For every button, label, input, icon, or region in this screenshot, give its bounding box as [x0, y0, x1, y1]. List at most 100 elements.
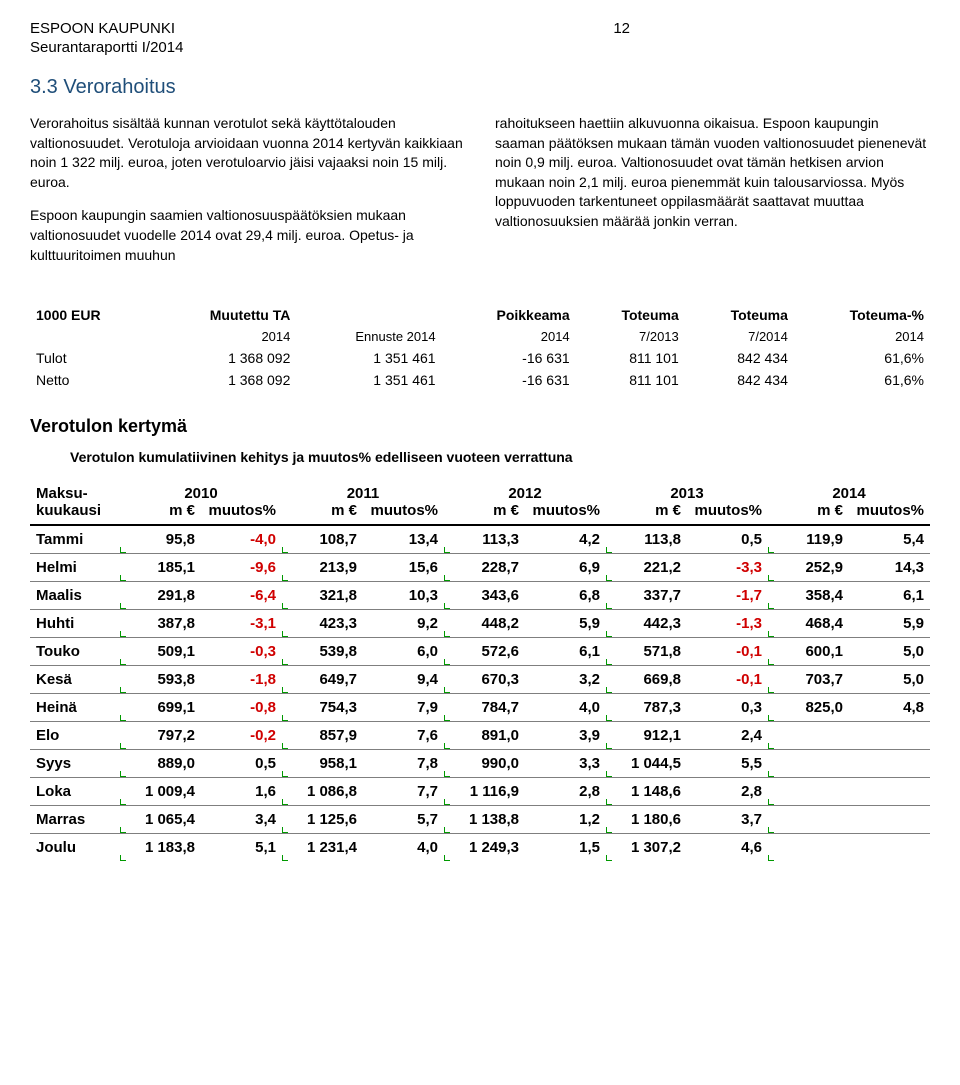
table-cell: 61,6% — [794, 347, 930, 369]
value-cell: 572,6 — [444, 638, 525, 666]
pct-cell: -3,1 — [201, 610, 282, 638]
value-cell — [768, 722, 849, 750]
month-label: Marras — [30, 806, 120, 834]
pct-cell: 3,9 — [525, 722, 606, 750]
table-subheader: 7/2014 — [685, 326, 794, 347]
value-cell — [768, 750, 849, 778]
table-cell: 1 351 461 — [296, 369, 441, 391]
pct-cell: 2,8 — [687, 778, 768, 806]
value-cell: 1 065,4 — [120, 806, 201, 834]
value-cell: 423,3 — [282, 610, 363, 638]
pct-cell — [849, 750, 930, 778]
month-label: Maalis — [30, 582, 120, 610]
month-label: Helmi — [30, 554, 120, 582]
left-column: Verorahoitus sisältää kunnan verotulot s… — [30, 114, 465, 279]
value-cell: 343,6 — [444, 582, 525, 610]
pct-cell: -0,2 — [201, 722, 282, 750]
table-subheader: m € — [768, 502, 849, 525]
body-paragraph: Espoon kaupungin saamien valtionosuuspää… — [30, 206, 465, 265]
value-cell: 113,3 — [444, 525, 525, 554]
value-cell — [768, 834, 849, 862]
month-label: Kesä — [30, 666, 120, 694]
body-paragraph: Verorahoitus sisältää kunnan verotulot s… — [30, 114, 465, 192]
value-cell: 108,7 — [282, 525, 363, 554]
page-number: 12 — [613, 20, 630, 37]
table-cell: 811 101 — [576, 369, 685, 391]
pct-cell: 0,3 — [687, 694, 768, 722]
table-subheader: m € — [120, 502, 201, 525]
pct-cell: -0,8 — [201, 694, 282, 722]
pct-cell: 4,2 — [525, 525, 606, 554]
month-label: Elo — [30, 722, 120, 750]
value-cell: 448,2 — [444, 610, 525, 638]
table-cell: 61,6% — [794, 369, 930, 391]
value-cell: 291,8 — [120, 582, 201, 610]
table-cell: 1 368 092 — [151, 369, 297, 391]
value-cell: 649,7 — [282, 666, 363, 694]
value-cell: 337,7 — [606, 582, 687, 610]
table-header — [296, 304, 441, 326]
value-cell: 1 044,5 — [606, 750, 687, 778]
pct-cell: 0,5 — [687, 525, 768, 554]
value-cell: 468,4 — [768, 610, 849, 638]
table-subheader: 2014 — [442, 326, 576, 347]
pct-cell: -0,1 — [687, 638, 768, 666]
pct-cell: -6,4 — [201, 582, 282, 610]
table-row-label: Netto — [30, 369, 151, 391]
pct-cell — [849, 778, 930, 806]
table-header: Poikkeama — [442, 304, 576, 326]
value-cell: 442,3 — [606, 610, 687, 638]
table-subheader: muutos% — [363, 502, 444, 525]
pct-cell: 6,0 — [363, 638, 444, 666]
table-subheader: m € — [444, 502, 525, 525]
pct-cell — [849, 722, 930, 750]
month-label: Joulu — [30, 834, 120, 862]
pct-cell — [849, 834, 930, 862]
table-header: Toteuma — [576, 304, 685, 326]
month-label: Syys — [30, 750, 120, 778]
value-cell: 1 231,4 — [282, 834, 363, 862]
year-header: 2014 — [768, 480, 930, 502]
pct-cell: 7,8 — [363, 750, 444, 778]
pct-cell: -3,3 — [687, 554, 768, 582]
pct-cell: 6,8 — [525, 582, 606, 610]
table-header: Maksu- — [30, 480, 120, 502]
value-cell: 703,7 — [768, 666, 849, 694]
pct-cell: 0,5 — [201, 750, 282, 778]
body-paragraph: rahoitukseen haettiin alkuvuonna oikaisu… — [495, 114, 930, 232]
pct-cell: -1,7 — [687, 582, 768, 610]
body-columns: Verorahoitus sisältää kunnan verotulot s… — [30, 114, 930, 279]
table-header: kuukausi — [30, 502, 120, 525]
table-subheader: muutos% — [201, 502, 282, 525]
month-label: Touko — [30, 638, 120, 666]
table-cell: -16 631 — [442, 347, 576, 369]
value-cell: 185,1 — [120, 554, 201, 582]
pct-cell: 6,1 — [849, 582, 930, 610]
month-label: Heinä — [30, 694, 120, 722]
pct-cell: 5,5 — [687, 750, 768, 778]
value-cell: 600,1 — [768, 638, 849, 666]
pct-cell: 1,5 — [525, 834, 606, 862]
table-row-label: Tulot — [30, 347, 151, 369]
month-label: Huhti — [30, 610, 120, 638]
pct-cell — [849, 806, 930, 834]
value-cell: 1 125,6 — [282, 806, 363, 834]
pct-cell: 1,6 — [201, 778, 282, 806]
table-cell: 811 101 — [576, 347, 685, 369]
value-cell: 797,2 — [120, 722, 201, 750]
value-cell: 670,3 — [444, 666, 525, 694]
pct-cell: 13,4 — [363, 525, 444, 554]
value-cell — [768, 778, 849, 806]
org-name: ESPOON KAUPUNKI — [30, 20, 175, 37]
pct-cell: 7,9 — [363, 694, 444, 722]
table-subheader: m € — [282, 502, 363, 525]
value-cell: 958,1 — [282, 750, 363, 778]
value-cell: 699,1 — [120, 694, 201, 722]
value-cell: 119,9 — [768, 525, 849, 554]
value-cell: 1 183,8 — [120, 834, 201, 862]
pct-cell: 1,2 — [525, 806, 606, 834]
year-header: 2013 — [606, 480, 768, 502]
value-cell: 1 180,6 — [606, 806, 687, 834]
value-cell: 1 009,4 — [120, 778, 201, 806]
pct-cell: 3,3 — [525, 750, 606, 778]
